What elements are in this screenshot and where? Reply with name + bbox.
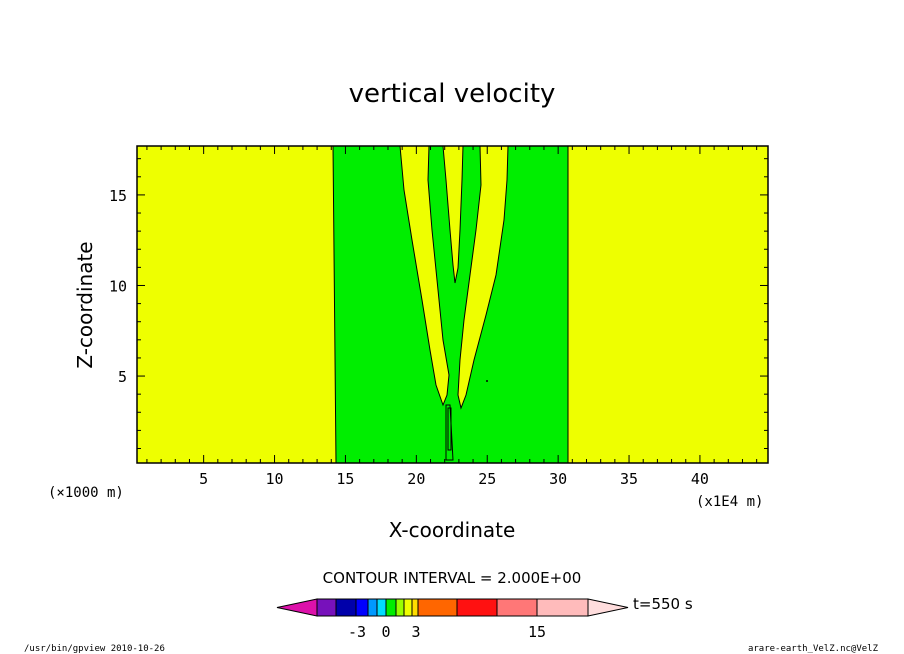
y-tick-labels: 5 10 15 [109,187,127,386]
colorbar-segment [536,598,589,617]
footer-right-text: arare-earth_VelZ.nc@VelZ [748,644,879,654]
footer-left-text: /usr/bin/gpview 2010-10-26 [24,644,165,654]
x-tick-label: 5 [199,470,208,488]
x-unit-right: (x1E4 m) [696,494,763,510]
inner-right-yellow-region [457,145,509,410]
ground-column-inner [447,407,452,451]
plot-frame [136,145,769,464]
colorbar-segment [411,598,419,617]
x-axis-label: X-coordinate [389,518,516,542]
colorbar-label: -3 [348,623,366,641]
colorbar-label: 3 [411,623,420,641]
x-tick-label: 15 [336,470,354,488]
x-tick-label: 40 [691,470,709,488]
colorbar-segment [376,598,387,617]
colorbar-segment [496,598,538,617]
colorbar-segment [395,598,405,617]
colorbar-segment [403,598,413,617]
y-tick-label: 10 [109,277,127,295]
inner-center-yellow-region [442,145,464,284]
chart-title: vertical velocity [349,79,556,109]
y-tick-label: 15 [109,187,127,205]
x-tick-label: 10 [266,470,284,488]
colorbar-labels: -3 0 3 15 [348,623,546,641]
colorbar-label: 15 [528,623,546,641]
axis-ticks [137,146,768,463]
colorbar-right-extend [587,598,629,617]
colorbar-segment [456,598,498,617]
colorbar-segment [385,598,397,617]
inner-left-yellow-region [399,145,450,407]
contour-interval-text: CONTOUR INTERVAL = 2.000E+00 [323,569,582,587]
colorbar-label: 0 [381,623,390,641]
colorbar-left-extend [276,598,318,617]
x-tick-label: 25 [478,470,496,488]
contour-dot [486,380,488,382]
colorbar-segment [367,598,378,617]
time-label: t=550 s [633,595,693,613]
colorbar-segment [417,598,458,617]
x-tick-label: 20 [407,470,425,488]
x-unit-left: (×1000 m) [48,485,124,501]
x-tick-label: 35 [620,470,638,488]
colorbar-segment [335,598,357,617]
x-tick-labels: 5 10 15 20 25 30 35 40 [199,470,709,488]
plot-area [136,145,769,464]
colorbar-segment [355,598,369,617]
y-tick-label: 5 [118,368,127,386]
colorbar [276,598,629,617]
colorbar-segment [316,598,337,617]
y-axis-label: Z-coordinate [73,241,97,368]
x-tick-label: 30 [549,470,567,488]
